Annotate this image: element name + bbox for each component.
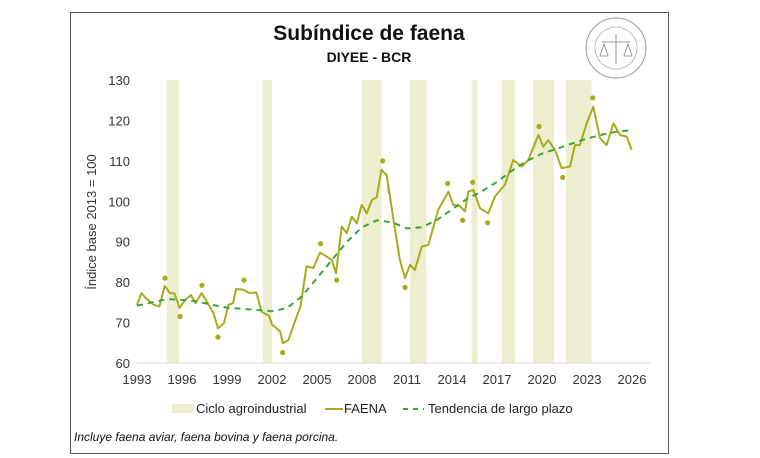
x-tick-label: 2002: [258, 372, 287, 387]
cycle-band: [471, 80, 478, 363]
y-tick-label: 120: [108, 113, 130, 128]
faena-marker: [280, 349, 286, 356]
footnote: Incluye faena aviar, faena bovina y faen…: [74, 430, 338, 444]
y-axis-label: Índice base 2013 = 100: [84, 154, 99, 290]
x-tick-label: 2005: [303, 372, 332, 387]
cycle-band: [410, 80, 427, 363]
cycle-band: [263, 80, 272, 363]
x-tick-label: 1996: [168, 372, 197, 387]
faena-marker: [445, 180, 451, 187]
x-tick-label: 1999: [213, 372, 242, 387]
cycle-band: [167, 80, 179, 363]
x-tick-label: 2020: [528, 372, 557, 387]
x-tick-label: 2014: [438, 372, 467, 387]
faena-marker: [402, 284, 408, 290]
faena-marker: [470, 179, 476, 185]
legend: Ciclo agroindustrial FAENA Tendencia de …: [172, 401, 573, 416]
faena-line: [136, 105, 633, 345]
x-tick-label: 2023: [573, 372, 602, 387]
x-tick-label: 2011: [393, 372, 421, 387]
legend-label-band: Ciclo agroindustrial: [196, 401, 307, 416]
cycle-band: [362, 80, 382, 363]
y-tick-label: 80: [116, 275, 130, 290]
y-tick-label: 90: [116, 235, 130, 250]
x-tick-label: 1993: [123, 372, 152, 387]
bcr-logo: [585, 17, 647, 79]
legend-label-trend: Tendencia de largo plazo: [428, 401, 573, 416]
trend-line: [136, 129, 633, 313]
y-tick-label: 130: [108, 73, 130, 88]
faena-marker: [215, 334, 221, 340]
chart-frame: [70, 12, 669, 454]
faena-marker: [590, 95, 596, 101]
y-tick-label: 60: [116, 356, 130, 371]
faena-marker: [162, 275, 168, 281]
y-tick-label: 110: [109, 154, 130, 169]
y-tick-label: 100: [108, 194, 130, 209]
x-tick-label: 2026: [618, 372, 647, 387]
faena-marker: [177, 313, 183, 320]
faena-marker: [241, 277, 247, 283]
y-tick-label: 70: [116, 316, 130, 331]
faena-marker: [318, 241, 324, 247]
faena-marker: [380, 158, 386, 164]
chart-title: Subíndice de faena: [273, 22, 465, 45]
cycle-band: [566, 80, 592, 363]
legend-label-faena: FAENA: [344, 401, 387, 416]
faena-marker: [536, 123, 542, 130]
cycle-band: [501, 80, 515, 363]
legend-swatch-band: [172, 404, 194, 413]
faena-marker: [460, 217, 466, 223]
chart-subtitle: DIYEE - BCR: [327, 49, 412, 65]
faena-marker: [485, 220, 491, 226]
cycle-band: [533, 80, 554, 363]
x-tick-label: 2017: [483, 372, 512, 387]
x-tick-label: 2008: [348, 372, 377, 387]
faena-marker: [334, 277, 340, 283]
faena-marker: [560, 174, 566, 181]
faena-marker: [199, 282, 205, 288]
